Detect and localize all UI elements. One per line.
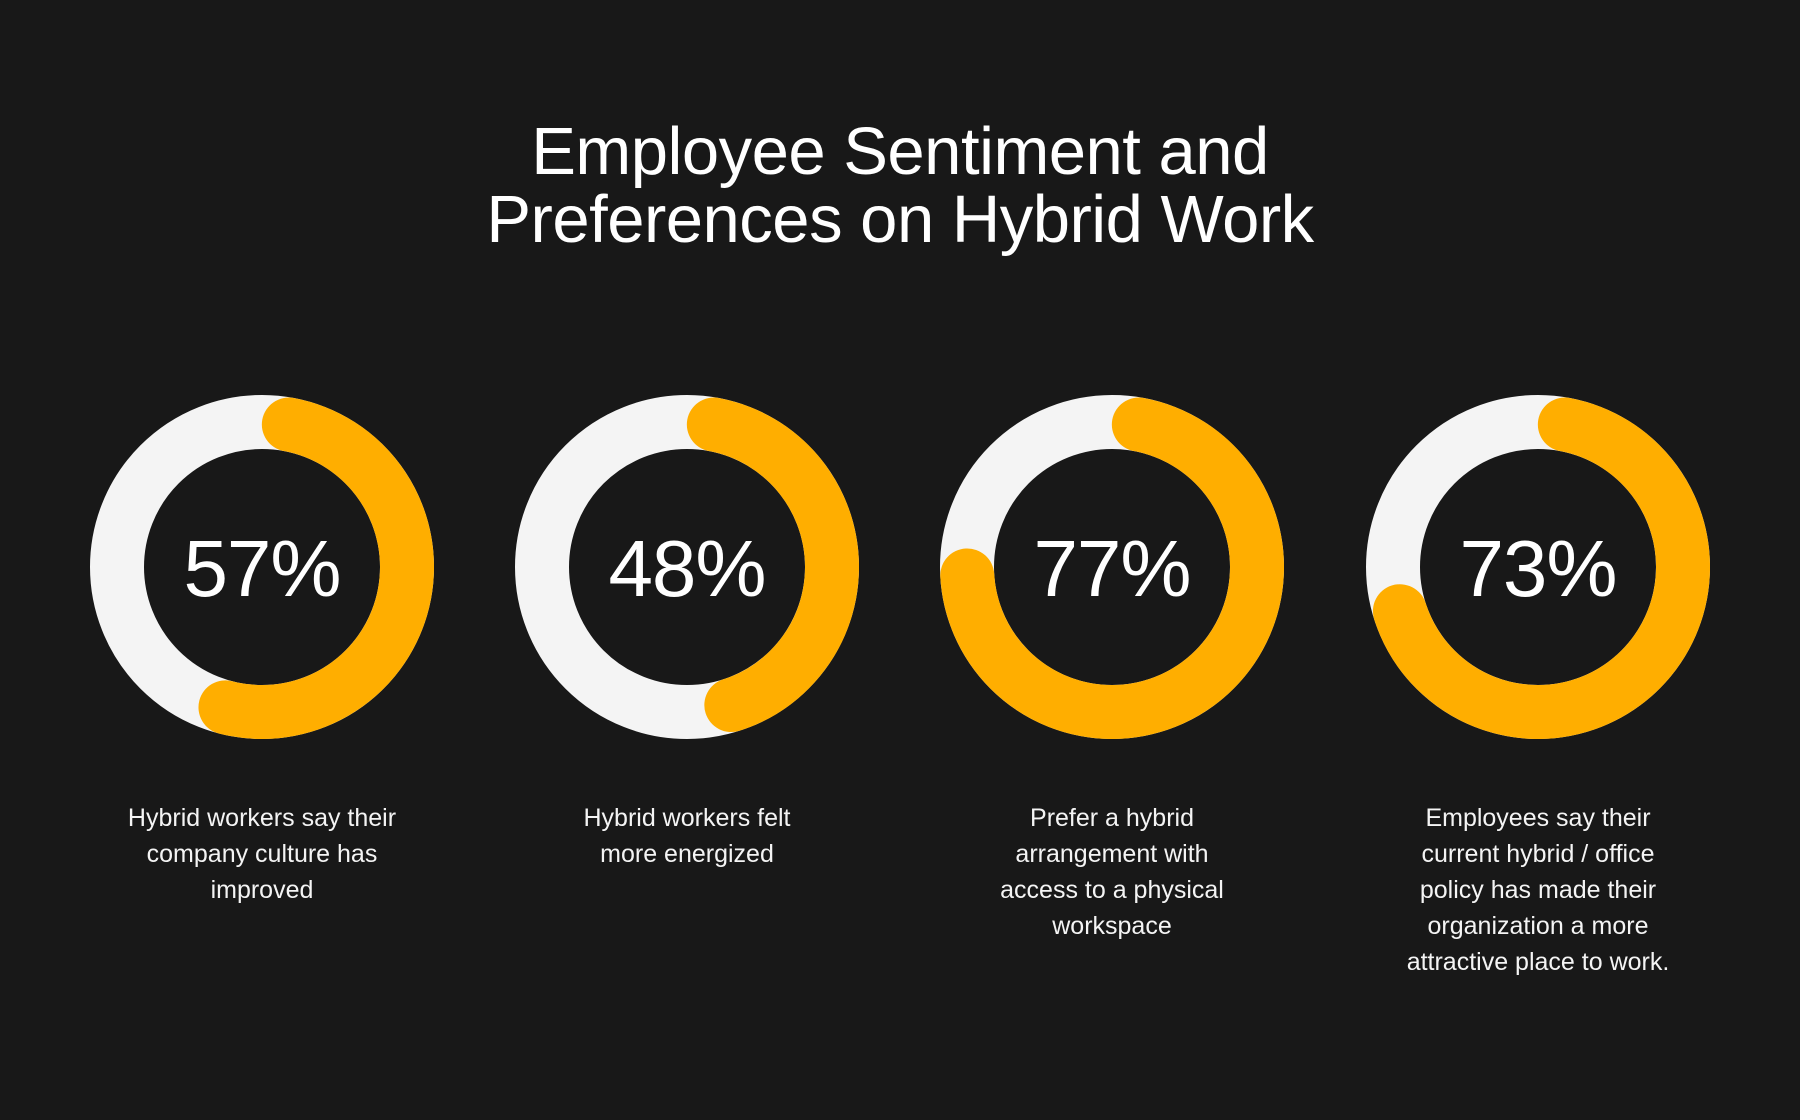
donut-chart — [1366, 395, 1710, 739]
donut-ring-icon — [1366, 395, 1710, 739]
stat-caption: Hybrid workers felt more energized — [583, 804, 791, 868]
donut-chart — [90, 395, 434, 739]
stat-caption: Employees say their current hybrid / off… — [1406, 804, 1670, 976]
stat-percent: 73% — [1459, 524, 1617, 613]
stat-caption: Hybrid workers say their company culture… — [127, 804, 397, 904]
stat-percent: 48% — [608, 524, 766, 613]
stat-percent: 57% — [183, 524, 341, 613]
donut-chart — [515, 395, 859, 739]
donut-chart — [940, 395, 1284, 739]
page-title: Employee Sentiment and Preferences on Hy… — [0, 118, 1800, 254]
stat-percent: 77% — [1033, 524, 1191, 613]
title-line-2: Preferences on Hybrid Work — [486, 182, 1314, 257]
donut-ring-icon — [940, 395, 1284, 739]
donut-ring-icon — [90, 395, 434, 739]
donut-ring-icon — [515, 395, 859, 739]
stat-caption: Prefer a hybrid arrangement with access … — [1000, 804, 1224, 940]
title-line-1: Employee Sentiment and — [531, 114, 1269, 189]
